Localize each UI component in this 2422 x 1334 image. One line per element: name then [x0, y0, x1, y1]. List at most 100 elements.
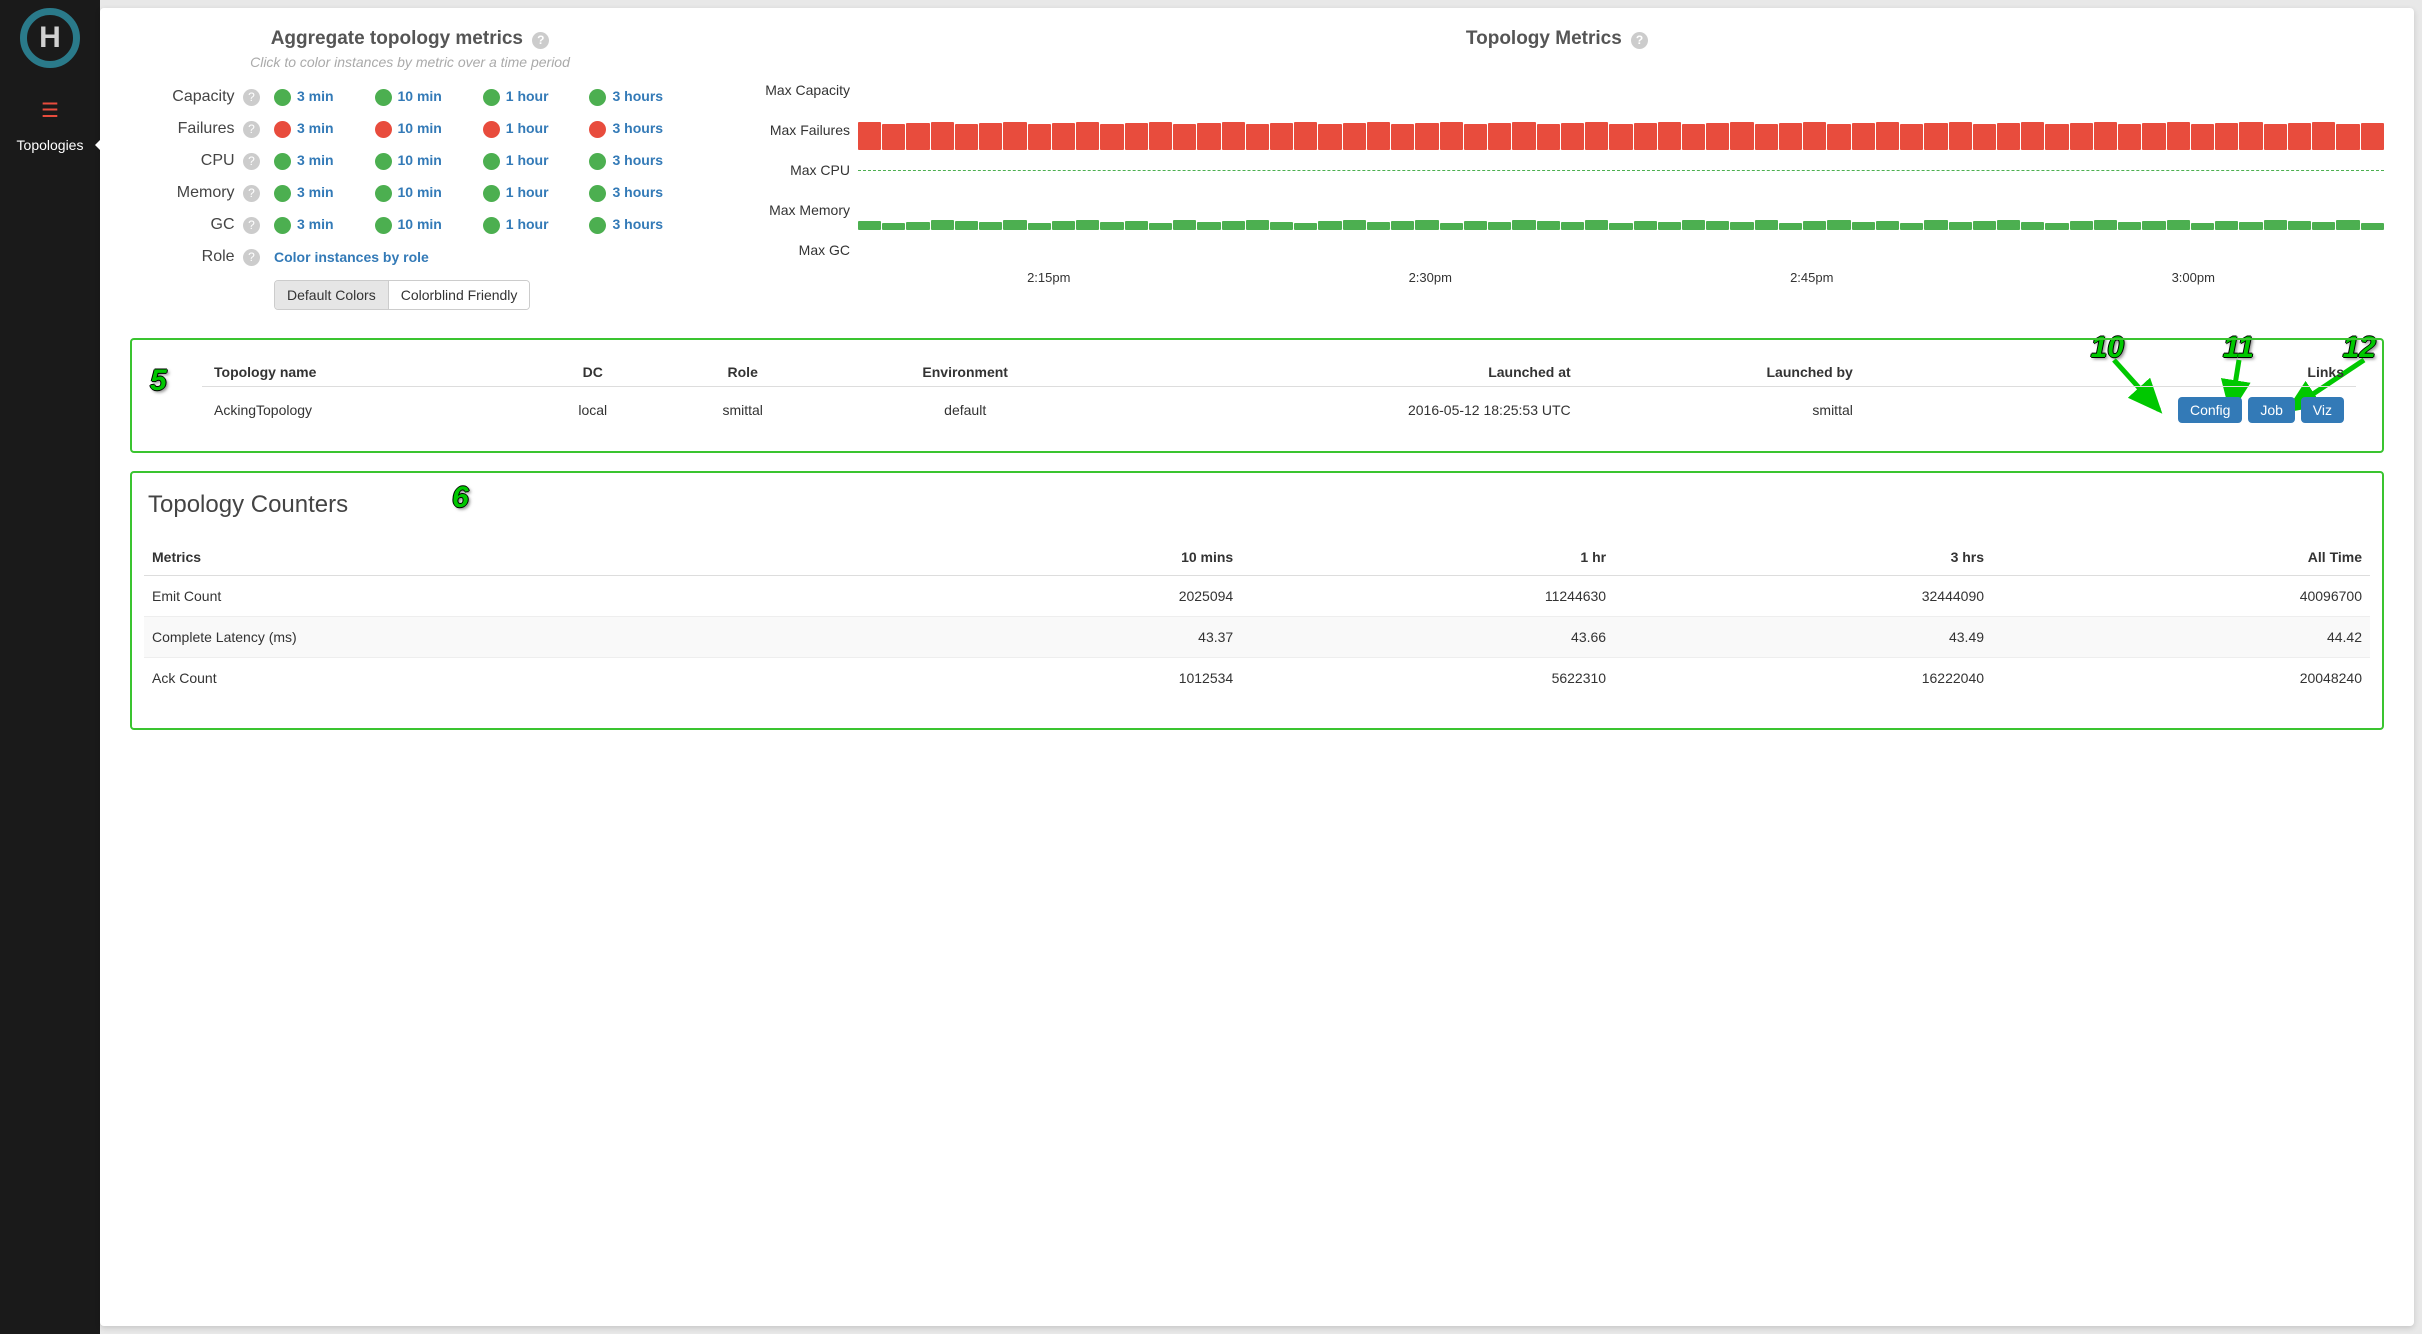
logo: H [20, 8, 80, 68]
metric-failures-10min[interactable]: 10 min [375, 120, 469, 138]
status-dot-icon [375, 89, 392, 106]
help-icon[interactable]: ? [532, 32, 549, 49]
main-content: Aggregate topology metrics ? Click to co… [100, 8, 2414, 1326]
nav-topologies[interactable]: Topologies [7, 131, 94, 159]
th-metric[interactable]: Metrics [144, 539, 901, 576]
help-icon[interactable]: ? [243, 153, 260, 170]
cell-role: smittal [660, 387, 825, 434]
cell-env: default [825, 387, 1105, 434]
metric-cpu-10min[interactable]: 10 min [375, 152, 469, 170]
counter-cell: 11244630 [1241, 576, 1614, 617]
th-dc[interactable]: DC [525, 358, 660, 387]
colorblind-friendly-button[interactable]: Colorblind Friendly [389, 281, 530, 309]
chart-title: Topology Metrics ? [730, 28, 2384, 50]
chart-track [858, 190, 2384, 230]
counter-cell: 43.37 [901, 617, 1241, 658]
status-dot-icon [375, 121, 392, 138]
metric-gc-1hour[interactable]: 1 hour [483, 216, 576, 234]
chart-label-max-capacity: Max Capacity [730, 82, 850, 98]
metric-capacity-3min[interactable]: 3 min [274, 88, 361, 106]
th-env[interactable]: Environment [825, 358, 1105, 387]
th-launched-at[interactable]: Launched at [1105, 358, 1582, 387]
job-button[interactable]: Job [2248, 397, 2295, 423]
metric-cpu-1hour[interactable]: 1 hour [483, 152, 576, 170]
status-dot-icon [589, 89, 606, 106]
metric-label-cpu: CPU ? [130, 152, 260, 170]
metric-memory-10min[interactable]: 10 min [375, 184, 469, 202]
viz-button[interactable]: Viz [2301, 397, 2344, 423]
metric-capacity-1hour[interactable]: 1 hour [483, 88, 576, 106]
status-dot-icon [274, 153, 291, 170]
hamburger-icon[interactable]: ☰ [41, 98, 59, 123]
metric-failures-1hour[interactable]: 1 hour [483, 120, 576, 138]
cell-dc: local [525, 387, 660, 434]
th-launched-by[interactable]: Launched by [1583, 358, 1865, 387]
th-role[interactable]: Role [660, 358, 825, 387]
th-1hr[interactable]: 1 hr [1241, 539, 1614, 576]
th-3hr[interactable]: 3 hrs [1614, 539, 1992, 576]
help-icon[interactable]: ? [243, 217, 260, 234]
help-icon[interactable]: ? [243, 121, 260, 138]
status-dot-icon [483, 153, 500, 170]
metric-cpu-3hours[interactable]: 3 hours [589, 152, 690, 170]
metric-label-capacity: Capacity ? [130, 88, 260, 106]
status-dot-icon [274, 89, 291, 106]
chart-track [858, 230, 2384, 270]
metric-gc-3hours[interactable]: 3 hours [589, 216, 690, 234]
status-dot-icon [483, 185, 500, 202]
color-toggle-group: Default ColorsColorblind Friendly [274, 280, 530, 310]
sidebar: H ☰ Topologies [0, 0, 100, 1334]
annotation-6: 6 [452, 481, 469, 515]
aggregate-subtitle: Click to color instances by metric over … [130, 54, 690, 70]
metric-memory-1hour[interactable]: 1 hour [483, 184, 576, 202]
counter-cell: 16222040 [1614, 658, 1992, 699]
metric-label-role: Role ? [130, 248, 260, 266]
metric-cpu-3min[interactable]: 3 min [274, 152, 361, 170]
metric-capacity-10min[interactable]: 10 min [375, 88, 469, 106]
config-button[interactable]: Config [2178, 397, 2242, 423]
th-all[interactable]: All Time [1992, 539, 2370, 576]
th-10min[interactable]: 10 mins [901, 539, 1241, 576]
status-dot-icon [274, 121, 291, 138]
metric-label-gc: GC ? [130, 216, 260, 234]
counter-cell: 2025094 [901, 576, 1241, 617]
status-dot-icon [375, 217, 392, 234]
counter-cell: 5622310 [1241, 658, 1614, 699]
topology-metrics-panel: Topology Metrics ? Max CapacityMax Failu… [730, 28, 2384, 310]
metric-memory-3hours[interactable]: 3 hours [589, 184, 690, 202]
help-icon[interactable]: ? [243, 185, 260, 202]
chart-label-max-memory: Max Memory [730, 202, 850, 218]
aggregate-title: Aggregate topology metrics ? [130, 28, 690, 50]
counter-row: Complete Latency (ms)43.3743.6643.4944.4… [144, 617, 2370, 658]
status-dot-icon [483, 121, 500, 138]
help-icon[interactable]: ? [1631, 32, 1648, 49]
default-colors-button[interactable]: Default Colors [275, 281, 389, 309]
counter-cell: Emit Count [144, 576, 901, 617]
counters-title: Topology Counters [148, 491, 2370, 519]
cell-name: AckingTopology [202, 387, 525, 434]
cell-launched-by: smittal [1583, 387, 1865, 434]
help-icon[interactable]: ? [243, 89, 260, 106]
metric-gc-10min[interactable]: 10 min [375, 216, 469, 234]
x-axis-ticks: 2:15pm2:30pm2:45pm3:00pm [858, 270, 2384, 300]
metric-gc-3min[interactable]: 3 min [274, 216, 361, 234]
counter-row: Emit Count202509411244630324440904009670… [144, 576, 2370, 617]
counter-cell: 32444090 [1614, 576, 1992, 617]
metric-failures-3hours[interactable]: 3 hours [589, 120, 690, 138]
counter-cell: 44.42 [1992, 617, 2370, 658]
topology-summary: 5 Topology name DC Role Environment Laun… [130, 338, 2384, 453]
metric-memory-3min[interactable]: 3 min [274, 184, 361, 202]
th-name[interactable]: Topology name [202, 358, 525, 387]
counter-cell: Complete Latency (ms) [144, 617, 901, 658]
metric-failures-3min[interactable]: 3 min [274, 120, 361, 138]
help-icon[interactable]: ? [243, 249, 260, 266]
status-dot-icon [589, 217, 606, 234]
color-by-role-link[interactable]: Color instances by role [274, 249, 690, 265]
counter-cell: 40096700 [1992, 576, 2370, 617]
status-dot-icon [589, 185, 606, 202]
counter-cell: Ack Count [144, 658, 901, 699]
metric-capacity-3hours[interactable]: 3 hours [589, 88, 690, 106]
chart-label-max-cpu: Max CPU [730, 162, 850, 178]
chart-label-max-gc: Max GC [730, 242, 850, 258]
metric-label-memory: Memory ? [130, 184, 260, 202]
